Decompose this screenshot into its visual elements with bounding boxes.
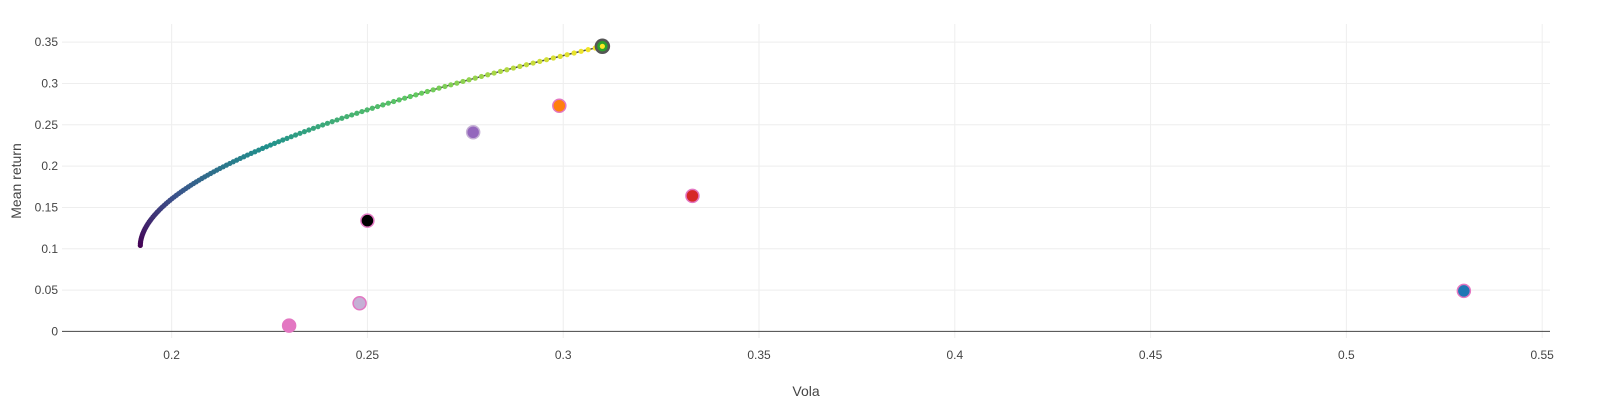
frontier-point [424, 88, 430, 95]
frontier-point [571, 50, 577, 56]
frontier-point [380, 102, 386, 108]
asset-point [685, 188, 700, 204]
frontier-point [334, 117, 340, 123]
frontier-point [267, 142, 274, 148]
frontier-point [259, 145, 266, 151]
frontier-point [284, 135, 290, 141]
frontier-point [339, 115, 345, 121]
frontier-point [324, 120, 331, 126]
frontier-point [385, 100, 391, 106]
frontier-point [557, 53, 563, 59]
frontier-point [310, 125, 317, 131]
frontier-point [369, 105, 375, 111]
asset-point [1456, 283, 1472, 299]
ticks-layer: 0.2 0.25 0.3 0.35 0.4 0.45 0.5 0.55 0 0.05 0.1 0.15… [35, 35, 1555, 362]
frontier-point [537, 58, 543, 64]
y-tick-label: 0.25 [35, 118, 59, 132]
frontier-point [364, 107, 370, 113]
frontier-point [263, 144, 270, 150]
frontier-point [297, 130, 303, 136]
x-tick-label: 0.45 [1139, 348, 1163, 362]
frontier-point [472, 75, 478, 81]
asset-point [352, 296, 367, 311]
frontier-point [349, 112, 355, 118]
y-tick-label: 0.3 [41, 76, 58, 90]
frontier-point [543, 57, 550, 63]
frontier-point [466, 77, 472, 83]
y-tick-label: 0.35 [35, 35, 59, 49]
frontier-point [436, 85, 442, 91]
frontier-point [359, 108, 365, 115]
frontier-point [585, 47, 591, 53]
frontier-point [374, 103, 381, 110]
y-tick-label: 0.2 [41, 159, 58, 173]
frontier-point [329, 119, 335, 125]
y-tick-label: 0 [51, 324, 58, 338]
points-layer [281, 38, 1472, 333]
frontier-point [280, 137, 286, 143]
frontier-point [396, 97, 402, 103]
frontier-point [354, 110, 360, 116]
frontier-point [578, 48, 584, 54]
frontier-point [491, 70, 497, 76]
frontier-point [564, 52, 570, 58]
frontier-point [276, 139, 282, 145]
y-tick-label: 0.05 [35, 283, 59, 297]
x-tick-label: 0.2 [163, 348, 180, 362]
frontier-point [497, 68, 504, 75]
frontier-point [530, 60, 536, 66]
frontier-point [504, 67, 510, 73]
x-tick-label: 0.35 [747, 348, 771, 362]
frontier-point [301, 129, 308, 135]
frontier-point [448, 82, 454, 88]
frontier-point [550, 55, 556, 61]
frontier-point [478, 73, 485, 80]
frontier-point [442, 83, 448, 90]
frontier-point [407, 93, 413, 100]
y-tick-label: 0.15 [35, 200, 59, 214]
frontier-point [454, 80, 460, 86]
asset-point [552, 98, 567, 114]
asset-point [465, 124, 481, 140]
y-tick-label: 0.1 [41, 242, 58, 256]
grid-layer [62, 24, 1550, 338]
frontier-point [510, 65, 516, 71]
frontier-point [391, 98, 397, 105]
x-tick-label: 0.5 [1338, 348, 1355, 362]
frontier-point [430, 87, 436, 93]
asset-point [281, 318, 297, 333]
frontier-point [320, 122, 326, 128]
frontier-point [413, 92, 419, 98]
y-axis-title: Mean return [8, 143, 24, 218]
x-tick-label: 0.55 [1530, 348, 1554, 362]
frontier-point [306, 127, 312, 133]
frontier-point [460, 78, 466, 85]
frontier-layer [137, 43, 605, 249]
frontier-point [402, 95, 408, 101]
asset-point [360, 213, 375, 228]
x-tick-label: 0.25 [356, 348, 380, 362]
frontier-point [419, 90, 425, 96]
frontier-point [271, 140, 278, 146]
frontier-point [288, 134, 294, 140]
x-tick-label: 0.3 [555, 348, 572, 362]
x-tick-label: 0.4 [946, 348, 963, 362]
x-axis-title: Vola [792, 383, 819, 399]
frontier-point [485, 72, 491, 78]
frontier-point [292, 132, 299, 138]
frontier-point [517, 63, 523, 69]
frontier-point [315, 124, 321, 130]
frontier-point [344, 113, 350, 120]
frontier-point [523, 62, 530, 68]
max-return-frontier-end [599, 43, 605, 49]
